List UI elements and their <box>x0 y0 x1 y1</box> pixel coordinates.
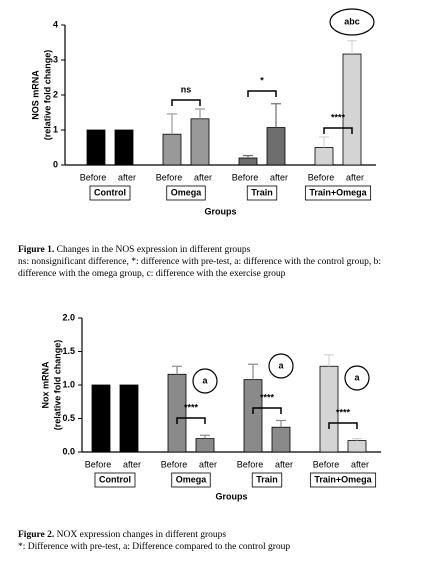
significance-bracket <box>176 417 206 424</box>
significance-bracket <box>247 90 277 97</box>
y-axis-title: (relative fold change) <box>52 340 62 431</box>
significance-label: **** <box>260 392 275 402</box>
y-tick-label: 2.0 <box>62 312 75 322</box>
caption-1: Figure 1. Changes in the NOS expression … <box>18 244 418 280</box>
group-box <box>89 185 131 201</box>
x-tick-label: Before <box>313 459 340 469</box>
group-box <box>304 185 372 201</box>
bar <box>119 384 139 453</box>
bar <box>243 379 263 453</box>
x-tick-label: after <box>199 459 217 469</box>
group-label: Train <box>251 187 273 197</box>
x-tick-label: after <box>270 172 288 182</box>
annotation-label: a <box>278 360 284 370</box>
group-label: Omega <box>171 187 203 197</box>
annotation-label: a <box>354 372 360 382</box>
y-tick-label: 1.0 <box>62 379 75 389</box>
x-tick-label: Before <box>237 459 264 469</box>
x-axis-title: Groups <box>215 491 247 501</box>
significance-bracket <box>328 422 358 429</box>
x-tick-label: after <box>123 459 141 469</box>
x-tick-label: after <box>351 459 369 469</box>
annotation-ellipse <box>344 365 370 391</box>
group-box <box>251 472 283 488</box>
annotation-label: abc <box>344 16 360 26</box>
y-tick-label: 2 <box>53 89 58 99</box>
x-tick-label: Before <box>161 459 188 469</box>
group-label: Control <box>94 187 126 197</box>
x-tick-label: after <box>346 172 364 182</box>
caption-label: Figure 1. <box>18 245 55 255</box>
y-axis-title: Nox mRNA <box>40 361 50 409</box>
y-tick-label: 0 <box>53 159 58 169</box>
bar <box>266 127 286 166</box>
x-tick-label: Before <box>232 172 259 182</box>
group-box <box>171 472 211 488</box>
bar <box>86 129 106 166</box>
group-label: Omega <box>176 474 208 484</box>
x-tick-label: after <box>275 459 293 469</box>
caption-2: Figure 2. NOX expression changes in diff… <box>18 529 418 553</box>
significance-label: **** <box>184 402 199 412</box>
group-box <box>246 185 278 201</box>
x-tick-label: Before <box>85 459 112 469</box>
significance-bracket <box>171 99 201 106</box>
y-tick-label: 1 <box>53 124 58 134</box>
x-tick-label: after <box>118 172 136 182</box>
y-tick-label: 0.0 <box>62 446 75 456</box>
y-axis-title: NOS mRNA <box>30 70 40 120</box>
y-tick-label: 4 <box>53 19 58 29</box>
annotation-ellipse <box>192 368 218 394</box>
bar <box>167 373 187 453</box>
group-label: Train+Omega <box>314 474 372 484</box>
group-label: Train <box>256 474 278 484</box>
x-tick-label: Before <box>156 172 183 182</box>
group-label: Train+Omega <box>309 187 367 197</box>
bar <box>114 129 134 166</box>
x-tick-label: Before <box>308 172 335 182</box>
caption-text: NOX expression changes in different grou… <box>56 530 227 540</box>
bar <box>162 133 182 166</box>
caption-notes: ns: nonsignificant difference, *: differ… <box>18 257 381 279</box>
annotation-ellipse <box>268 353 294 379</box>
significance-bracket <box>252 407 282 414</box>
bar <box>271 426 291 453</box>
significance-label: **** <box>331 112 346 122</box>
significance-label: **** <box>336 407 351 417</box>
y-tick-label: 1.5 <box>62 346 75 356</box>
y-tick-label: 3 <box>53 54 58 64</box>
bar <box>195 438 215 453</box>
x-axis-title: Groups <box>204 206 236 216</box>
annotation-label: a <box>202 375 208 385</box>
significance-label: * <box>260 75 264 85</box>
group-box <box>166 185 206 201</box>
group-box <box>309 472 377 488</box>
group-label: Control <box>99 474 131 484</box>
bar <box>342 53 362 166</box>
x-tick-label: after <box>194 172 212 182</box>
caption-notes: *: Difference with pre-test, a: Differen… <box>18 542 291 552</box>
y-axis-title: (relative fold change) <box>42 50 52 141</box>
significance-bracket <box>323 127 353 134</box>
bar <box>190 118 210 166</box>
bar <box>314 147 334 166</box>
annotation-ellipse <box>329 8 375 36</box>
x-tick-label: Before <box>80 172 107 182</box>
caption-text: Changes in the NOS expression in differe… <box>56 245 251 255</box>
group-box <box>94 472 136 488</box>
caption-label: Figure 2. <box>18 530 55 540</box>
significance-label: ns <box>181 84 192 94</box>
bar <box>238 157 258 166</box>
bar <box>347 440 367 453</box>
bar <box>91 384 111 453</box>
y-tick-label: 0.5 <box>62 413 75 423</box>
